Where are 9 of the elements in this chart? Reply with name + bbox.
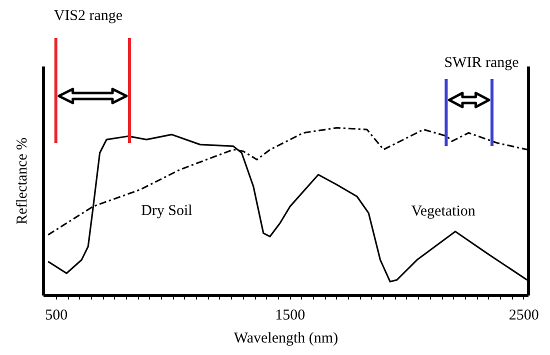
annotation: Vegetation — [411, 204, 476, 220]
x-tick-label: 2500 — [508, 308, 539, 324]
x-axis-title: Wavelength (nm) — [234, 330, 338, 346]
x-tick-label: 1500 — [275, 308, 306, 324]
ref-line-label: SWIR range — [444, 55, 520, 71]
ref-line-label: VIS2 range — [54, 8, 123, 24]
y-axis-title: Reflectance % — [14, 137, 30, 225]
x-tick-label: 500 — [45, 308, 68, 324]
annotation: Dry Soil — [141, 203, 192, 219]
